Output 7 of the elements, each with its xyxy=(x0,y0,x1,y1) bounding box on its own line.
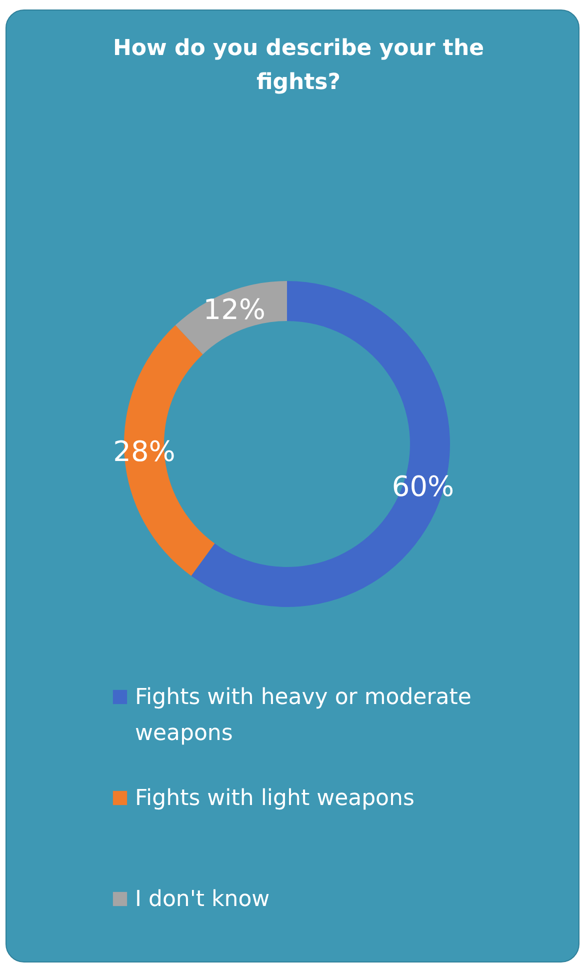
data-label: 60% xyxy=(392,470,454,504)
chart-title: How do you describe your the fights? xyxy=(112,36,484,95)
donut-slice xyxy=(175,281,287,354)
legend-label: Fights with heavy or moderate weapons xyxy=(135,685,472,746)
legend-label: Fights with light weapons xyxy=(135,786,414,811)
data-label: 12% xyxy=(203,293,266,326)
legend-label: I don't know xyxy=(135,887,270,912)
